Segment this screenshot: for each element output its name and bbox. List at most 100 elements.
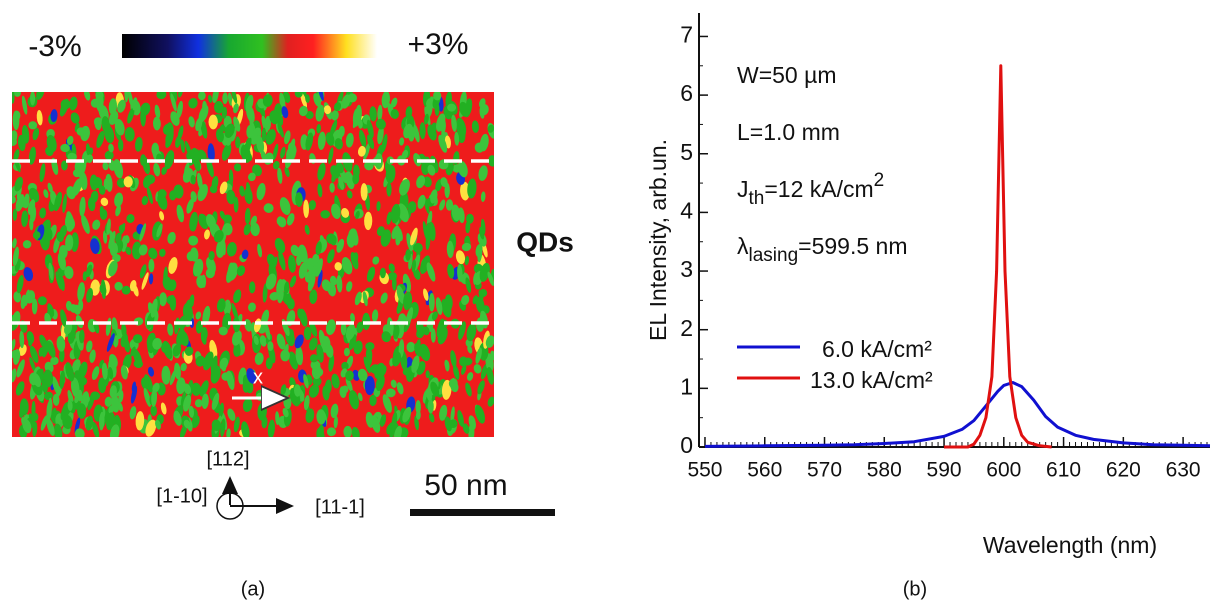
texture-blob <box>46 134 57 153</box>
texture-blob <box>37 296 47 306</box>
texture-blob <box>16 274 24 294</box>
x-tick-label: 590 <box>927 459 962 482</box>
texture-blob <box>283 343 289 358</box>
texture-blob <box>91 366 100 381</box>
texture-blob <box>62 414 73 430</box>
texture-blob <box>406 341 416 353</box>
texture-blob <box>89 349 96 363</box>
texture-blob <box>316 123 321 134</box>
texture-blob <box>428 293 435 312</box>
texture-blob <box>315 258 323 277</box>
texture-blob <box>198 92 206 101</box>
texture-blob <box>143 387 151 407</box>
texture-blob <box>450 350 457 368</box>
texture-blob <box>48 397 53 412</box>
texture-blob <box>371 309 379 322</box>
texture-blob <box>486 354 494 369</box>
texture-blob <box>413 124 420 143</box>
texture-blob <box>317 131 326 150</box>
texture-blob <box>123 358 132 368</box>
texture-blob <box>359 129 367 148</box>
texture-blob <box>183 162 190 180</box>
texture-blob <box>77 282 85 302</box>
texture-blob <box>462 423 470 434</box>
texture-blob <box>417 194 426 209</box>
texture-blob <box>431 311 438 321</box>
texture-blob <box>213 101 224 114</box>
texture-blob <box>265 129 276 145</box>
texture-blob <box>465 220 471 234</box>
texture-blob <box>148 273 154 285</box>
texture-blob <box>211 419 222 432</box>
texture-blob <box>316 409 326 425</box>
texture-blob <box>457 264 463 282</box>
texture-blob <box>173 410 182 426</box>
texture-blob <box>43 189 49 198</box>
texture-blob <box>90 190 99 203</box>
texture-blob <box>104 150 114 160</box>
texture-blob <box>462 357 473 366</box>
texture-blob <box>379 414 387 427</box>
texture-blob <box>395 228 402 246</box>
texture-blob <box>189 294 195 307</box>
texture-blob <box>233 103 239 114</box>
texture-blob <box>338 125 345 138</box>
texture-blob <box>374 362 385 379</box>
texture-blob <box>13 92 22 97</box>
texture-blob <box>221 372 231 381</box>
texture-blob <box>15 381 25 396</box>
texture-blob <box>106 333 115 352</box>
texture-blob <box>385 388 396 398</box>
texture-blob <box>159 211 165 221</box>
texture-blob <box>82 394 90 403</box>
texture-blob <box>101 362 108 380</box>
texture-blob <box>325 319 336 336</box>
texture-blob <box>19 400 28 418</box>
texture-blob <box>231 92 238 104</box>
texture-blob <box>190 191 197 203</box>
texture-blob <box>31 298 38 315</box>
texture-blob <box>123 176 133 188</box>
texture-blob <box>145 174 156 184</box>
texture-blob <box>413 242 423 253</box>
texture-blob <box>377 125 384 145</box>
texture-blob <box>402 406 412 423</box>
texture-blob <box>69 96 78 111</box>
texture-blob <box>36 110 43 126</box>
texture-blob <box>146 187 153 205</box>
texture-blob <box>32 231 41 240</box>
annotation-part: W=50 µm <box>737 62 837 88</box>
texture-blob <box>101 116 111 134</box>
texture-blob <box>183 419 191 429</box>
texture-blob <box>244 208 251 225</box>
texture-blob <box>151 142 160 156</box>
texture-blob <box>20 294 27 309</box>
texture-blob <box>65 234 74 251</box>
texture-blob <box>286 213 295 226</box>
texture-blob <box>191 382 202 396</box>
texture-blob <box>298 261 308 279</box>
texture-blob <box>425 230 431 251</box>
texture-blob <box>59 348 65 363</box>
texture-blob <box>74 428 85 437</box>
texture-blob <box>366 119 374 139</box>
texture-blob <box>70 232 79 252</box>
texture-blob <box>480 218 486 235</box>
texture-blob <box>102 162 109 171</box>
texture-blob <box>176 204 185 223</box>
texture-blob <box>114 192 124 208</box>
texture-blob <box>114 118 125 136</box>
texture-blob <box>362 291 368 307</box>
series-line <box>704 381 1211 448</box>
texture-blob <box>447 103 457 112</box>
texture-blob <box>366 266 376 282</box>
texture-blob <box>184 346 194 356</box>
texture-blob <box>109 353 118 368</box>
annotation: L=1.0 mm <box>737 119 840 145</box>
texture-blob <box>382 394 392 413</box>
texture-blob <box>166 295 176 305</box>
texture-blob <box>457 410 464 427</box>
texture-blob <box>16 185 22 200</box>
texture-blob <box>448 378 458 389</box>
